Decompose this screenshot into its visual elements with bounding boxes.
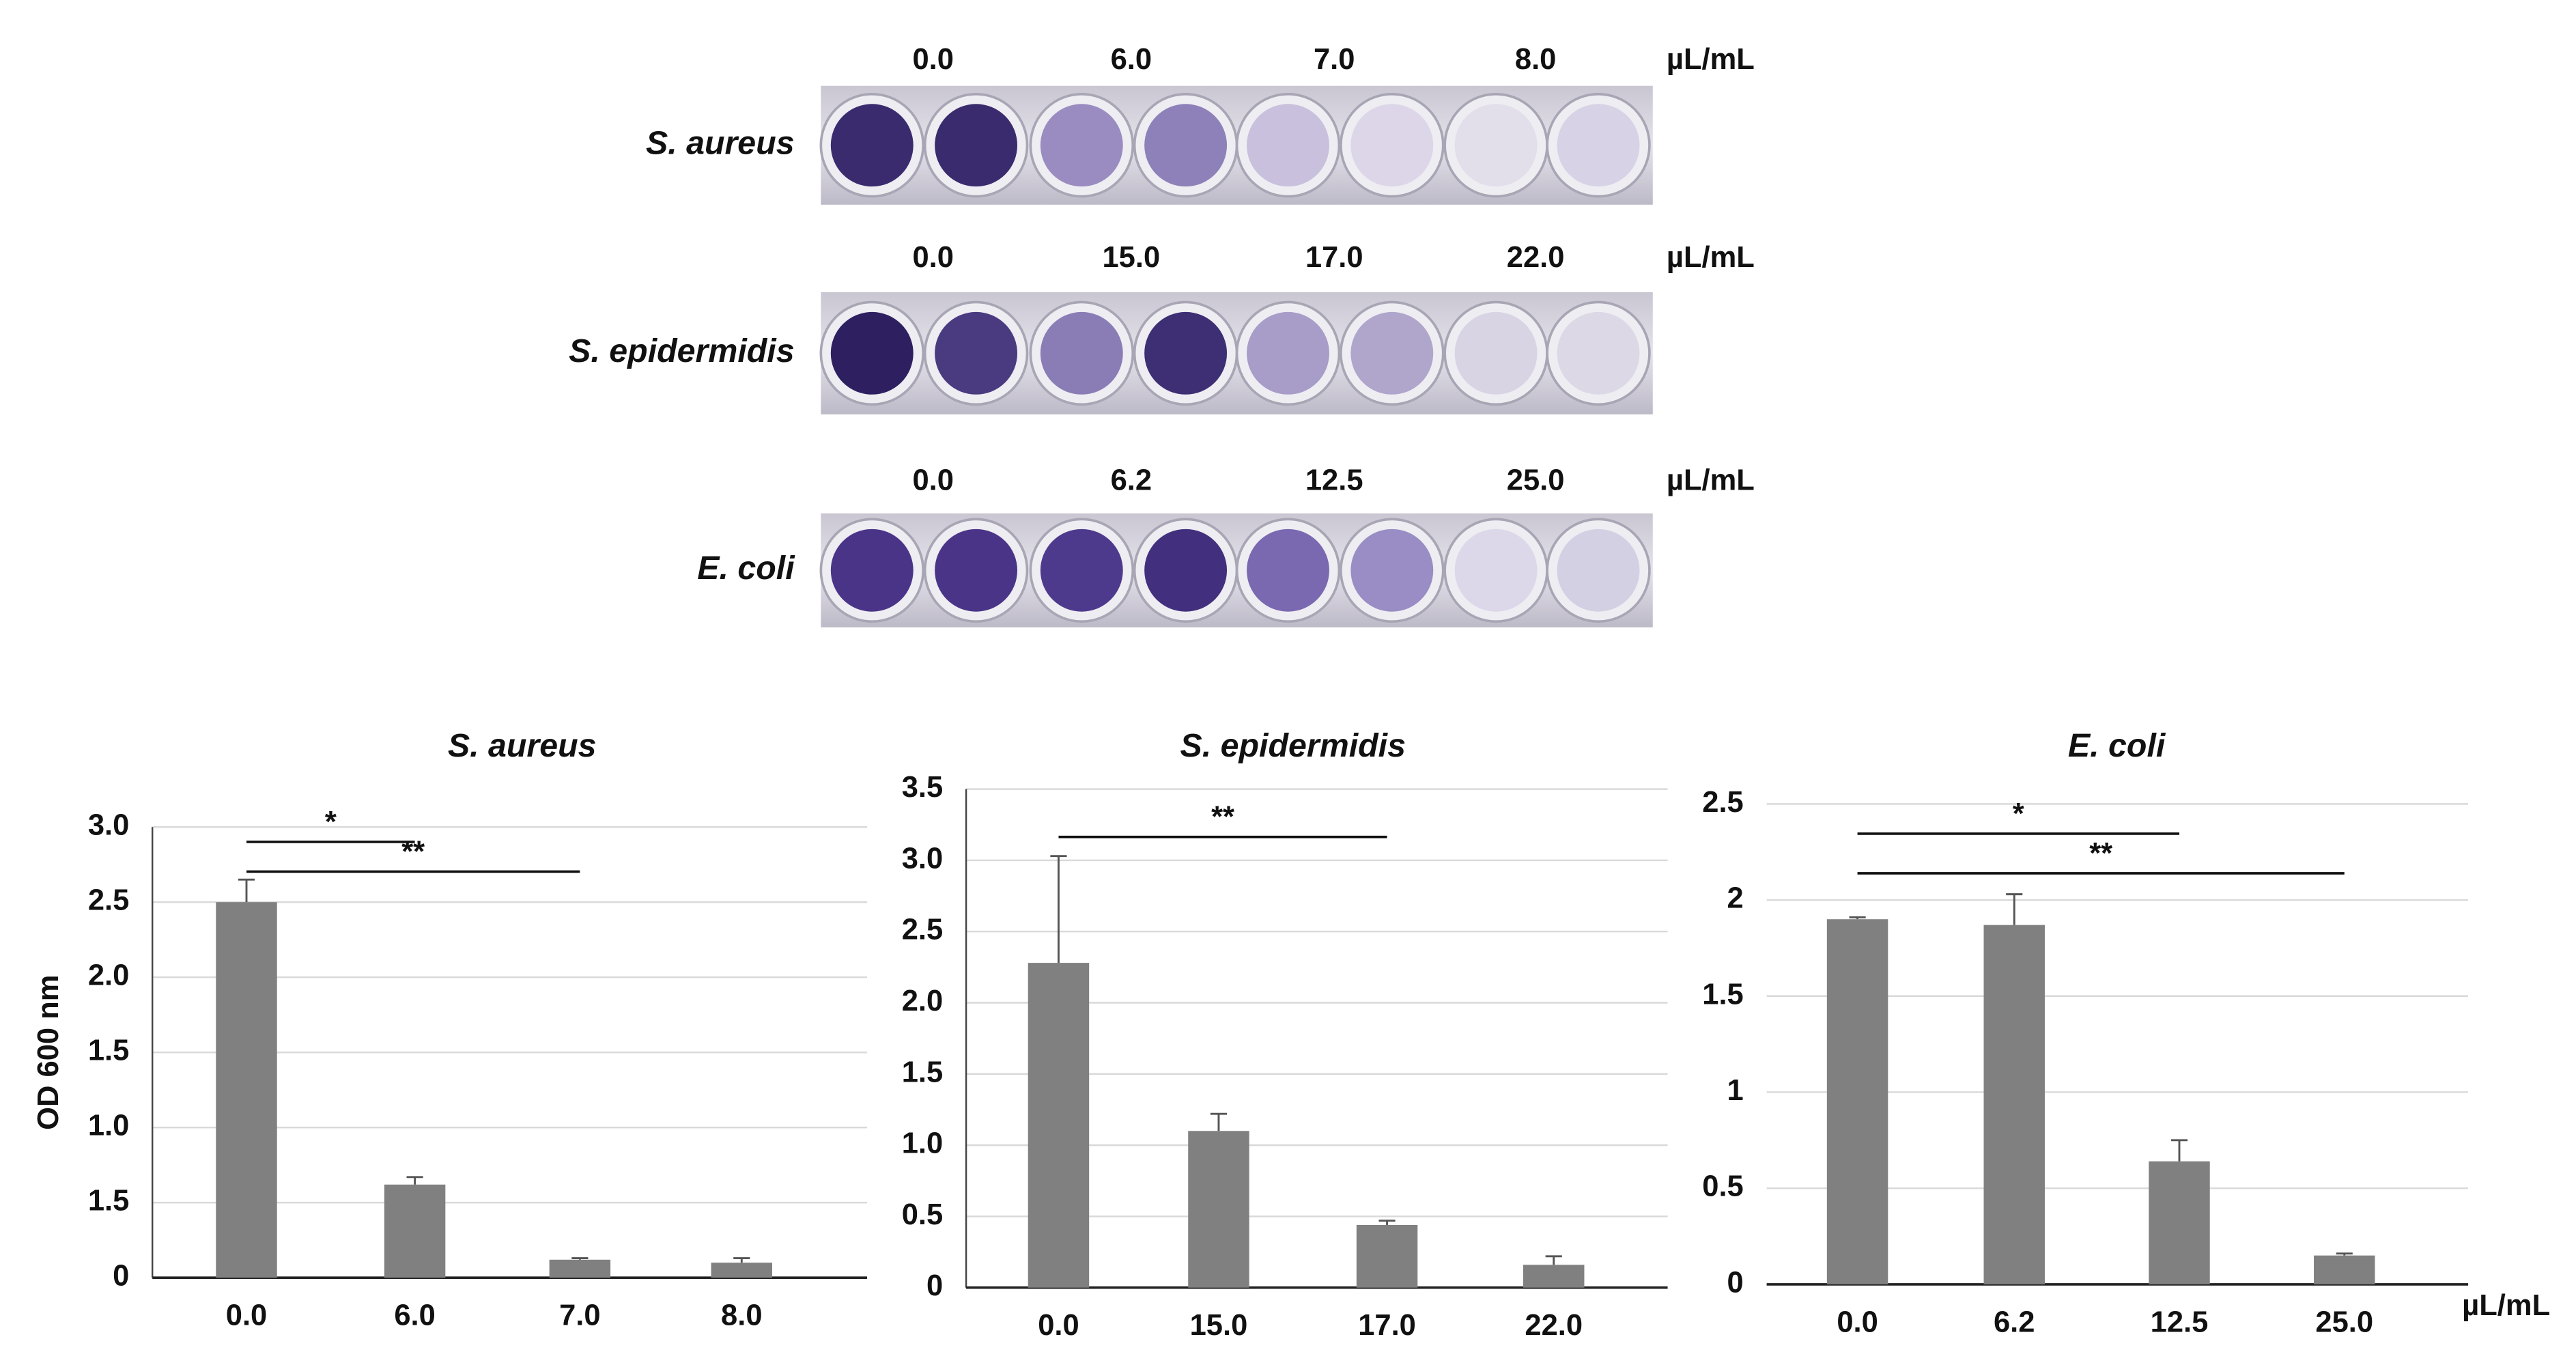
- well: [1454, 311, 1538, 395]
- well: [830, 311, 914, 395]
- bar: [1028, 963, 1090, 1288]
- y-tick-label: 2.5: [88, 884, 129, 917]
- x-tick-label: 22.0: [1525, 1309, 1583, 1342]
- bar: [1356, 1224, 1418, 1288]
- x-tick-label: 6.0: [394, 1299, 435, 1332]
- concentration-label: 6.2: [1111, 464, 1152, 496]
- concentration-label: 12.5: [1305, 464, 1363, 496]
- y-tick-label: 1.5: [902, 1056, 943, 1088]
- concentration-label: 0.0: [912, 43, 953, 76]
- bar: [1523, 1265, 1585, 1288]
- well: [1557, 104, 1640, 187]
- bar: [1188, 1131, 1249, 1288]
- x-tick-label: 7.0: [559, 1299, 600, 1332]
- x-tick-label: 6.2: [1994, 1306, 2035, 1338]
- y-tick-label: 0.5: [1702, 1170, 1743, 1203]
- well: [1040, 529, 1123, 612]
- well: [1350, 529, 1434, 612]
- well: [1454, 104, 1538, 187]
- concentration-label: 22.0: [1507, 241, 1565, 274]
- bar: [2149, 1161, 2210, 1284]
- x-tick-label: 0.0: [226, 1299, 267, 1332]
- unit-label: µL/mL: [1667, 43, 1755, 76]
- x-tick-label: 15.0: [1190, 1309, 1248, 1342]
- y-tick-label: 1.5: [1702, 978, 1743, 1011]
- well: [935, 529, 1018, 612]
- x-axis-label: µL/mL: [2462, 1289, 2550, 1322]
- concentration-label: 0.0: [912, 241, 953, 274]
- well: [1144, 311, 1228, 395]
- y-tick-label: 3.5: [902, 771, 943, 804]
- well: [1454, 529, 1538, 612]
- bar: [1826, 919, 1888, 1284]
- y-tick-label: 2.5: [1702, 786, 1743, 819]
- x-tick-label: 0.0: [1038, 1309, 1079, 1342]
- concentration-label: 15.0: [1102, 241, 1160, 274]
- well: [1350, 104, 1434, 187]
- y-tick-label: 2.0: [88, 959, 129, 992]
- bar: [384, 1184, 446, 1278]
- well: [1040, 311, 1123, 395]
- significance-label: *: [2013, 798, 2024, 830]
- y-tick-label: 2.5: [902, 914, 943, 946]
- concentration-label: 8.0: [1515, 43, 1556, 76]
- concentration-label: 7.0: [1314, 43, 1355, 76]
- y-tick-label: 3.0: [902, 842, 943, 875]
- y-tick-label: 1: [1727, 1074, 1744, 1107]
- bar: [2314, 1255, 2375, 1284]
- y-axis-label: OD 600 nm: [32, 975, 65, 1130]
- concentration-label: 17.0: [1305, 241, 1363, 274]
- well: [830, 529, 914, 612]
- concentration-label: 25.0: [1507, 464, 1565, 496]
- significance-label: **: [2089, 837, 2112, 870]
- well: [1144, 529, 1228, 612]
- plate-name: S. epidermidis: [569, 333, 794, 369]
- x-tick-label: 8.0: [721, 1299, 762, 1332]
- well: [1557, 529, 1640, 612]
- y-tick-label: 0: [113, 1260, 129, 1293]
- y-tick-label: 0: [926, 1269, 943, 1302]
- well: [1144, 104, 1228, 187]
- well: [1557, 311, 1640, 395]
- chart-title: E. coli: [2068, 727, 2166, 764]
- x-tick-label: 12.5: [2151, 1306, 2209, 1338]
- chart-title: S. epidermidis: [1180, 727, 1406, 764]
- well: [1040, 104, 1123, 187]
- y-tick-label: 0.5: [902, 1198, 943, 1231]
- well: [1247, 529, 1329, 612]
- concentration-label: 0.0: [912, 464, 953, 496]
- significance-label: *: [325, 806, 337, 839]
- unit-label: µL/mL: [1667, 464, 1755, 496]
- well: [1247, 311, 1329, 395]
- x-tick-label: 17.0: [1358, 1309, 1416, 1342]
- y-tick-label: 0: [1727, 1266, 1744, 1299]
- x-tick-label: 0.0: [1837, 1306, 1878, 1338]
- significance-label: **: [1211, 801, 1234, 834]
- x-tick-label: 25.0: [2315, 1306, 2373, 1338]
- significance-label: **: [401, 835, 425, 868]
- well: [935, 311, 1018, 395]
- y-tick-label: 1.5: [88, 1185, 129, 1217]
- well: [935, 104, 1018, 187]
- bar: [1983, 925, 2045, 1284]
- y-tick-label: 2.0: [902, 985, 943, 1017]
- well: [1350, 311, 1434, 395]
- chart-title: S. aureus: [448, 727, 597, 764]
- plate-name: E. coli: [697, 550, 795, 587]
- plate-name: S. aureus: [646, 125, 795, 162]
- well: [830, 104, 914, 187]
- y-tick-label: 2: [1727, 882, 1744, 915]
- well: [1247, 104, 1329, 187]
- bar: [549, 1259, 611, 1278]
- concentration-label: 6.0: [1111, 43, 1152, 76]
- y-tick-label: 1.0: [902, 1127, 943, 1160]
- y-tick-label: 1.0: [88, 1110, 129, 1142]
- y-tick-label: 1.5: [88, 1034, 129, 1067]
- unit-label: µL/mL: [1667, 241, 1755, 274]
- y-tick-label: 3.0: [88, 809, 129, 842]
- bar: [216, 902, 277, 1278]
- bar: [711, 1263, 773, 1278]
